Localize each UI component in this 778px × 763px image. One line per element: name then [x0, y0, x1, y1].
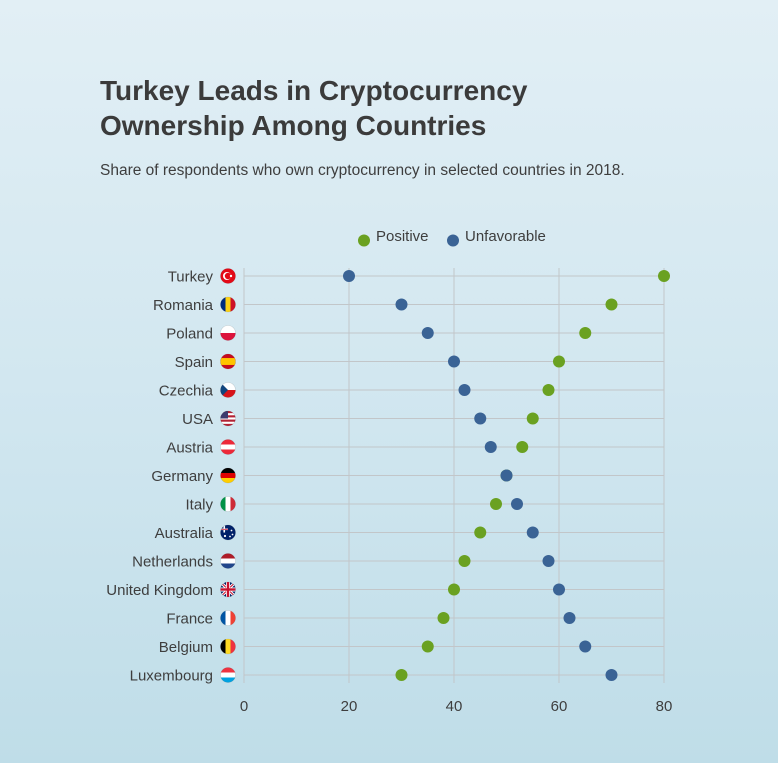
luxembourg-flag-icon: [220, 667, 236, 683]
legend-marker-positive: [358, 234, 370, 247]
country-label: Netherlands: [132, 554, 213, 571]
unfavorable-dot: [511, 498, 523, 510]
chart-title: Turkey Leads in Cryptocurrency Ownership…: [100, 75, 528, 141]
unfavorable-dot: [458, 384, 471, 396]
spain-flag-icon: [220, 353, 236, 370]
unfavorable-dot: [563, 612, 576, 624]
czechia-flag-icon: [220, 382, 236, 398]
legend-marker-unfavorable: [447, 234, 459, 247]
country-label: France: [166, 611, 213, 628]
usa-flag-icon: [220, 410, 236, 427]
country-label: Luxembourg: [130, 668, 213, 685]
belgium-flag-icon: [220, 638, 236, 655]
positive-dot: [490, 498, 502, 510]
unfavorable-dot: [542, 555, 555, 567]
italy-flag-icon: [220, 496, 236, 512]
unfavorable-dot: [579, 640, 592, 653]
country-label: United Kingdom: [106, 582, 213, 599]
positive-dot: [448, 583, 460, 596]
positive-dot: [474, 526, 487, 539]
country-label: Italy: [185, 497, 213, 514]
country-label: USA: [182, 411, 213, 428]
unfavorable-dot: [500, 469, 513, 482]
positive-dot: [437, 612, 450, 624]
x-tick-label: 40: [446, 698, 463, 715]
chart-subtitle: Share of respondents who own cryptocurre…: [100, 162, 625, 179]
x-tick-label: 0: [240, 698, 248, 715]
unfavorable-dot: [553, 583, 565, 596]
uk-flag-icon: [220, 581, 236, 598]
positive-dot: [526, 412, 539, 425]
country-label: Spain: [175, 354, 213, 371]
germany-flag-icon: [220, 467, 236, 484]
unfavorable-dot: [605, 669, 618, 681]
unfavorable-dot: [484, 441, 497, 453]
australia-flag-icon: [220, 524, 236, 541]
positive-dot: [658, 270, 670, 282]
country-label: Poland: [166, 326, 213, 343]
country-label: Australia: [155, 525, 214, 542]
positive-dot: [395, 669, 408, 681]
unfavorable-dot: [421, 327, 434, 339]
legend-label-positive: Positive: [376, 228, 429, 245]
unfavorable-dot: [474, 412, 487, 425]
country-label: Belgium: [159, 639, 213, 656]
positive-dot: [605, 298, 618, 311]
x-tick-label: 20: [341, 698, 358, 715]
positive-dot: [579, 327, 592, 339]
x-tick-label: 60: [551, 698, 568, 715]
positive-dot: [421, 640, 434, 653]
country-label: Germany: [151, 468, 213, 485]
unfavorable-dot: [526, 526, 539, 539]
turkey-flag-icon: [220, 268, 236, 284]
positive-dot: [553, 355, 565, 368]
positive-dot: [542, 384, 555, 396]
country-label: Turkey: [168, 269, 214, 286]
legend-label-unfavorable: Unfavorable: [465, 228, 546, 245]
romania-flag-icon: [220, 296, 236, 313]
unfavorable-dot: [343, 270, 355, 282]
x-tick-label: 80: [656, 698, 673, 715]
country-label: Austria: [166, 440, 213, 457]
positive-dot: [458, 555, 471, 567]
netherlands-flag-icon: [220, 553, 236, 569]
country-label: Romania: [153, 297, 214, 314]
country-label: Czechia: [159, 383, 214, 400]
unfavorable-dot: [448, 355, 460, 368]
austria-flag-icon: [220, 439, 236, 455]
positive-dot: [516, 441, 529, 453]
poland-flag-icon: [220, 325, 236, 341]
unfavorable-dot: [395, 298, 408, 311]
france-flag-icon: [220, 610, 236, 626]
